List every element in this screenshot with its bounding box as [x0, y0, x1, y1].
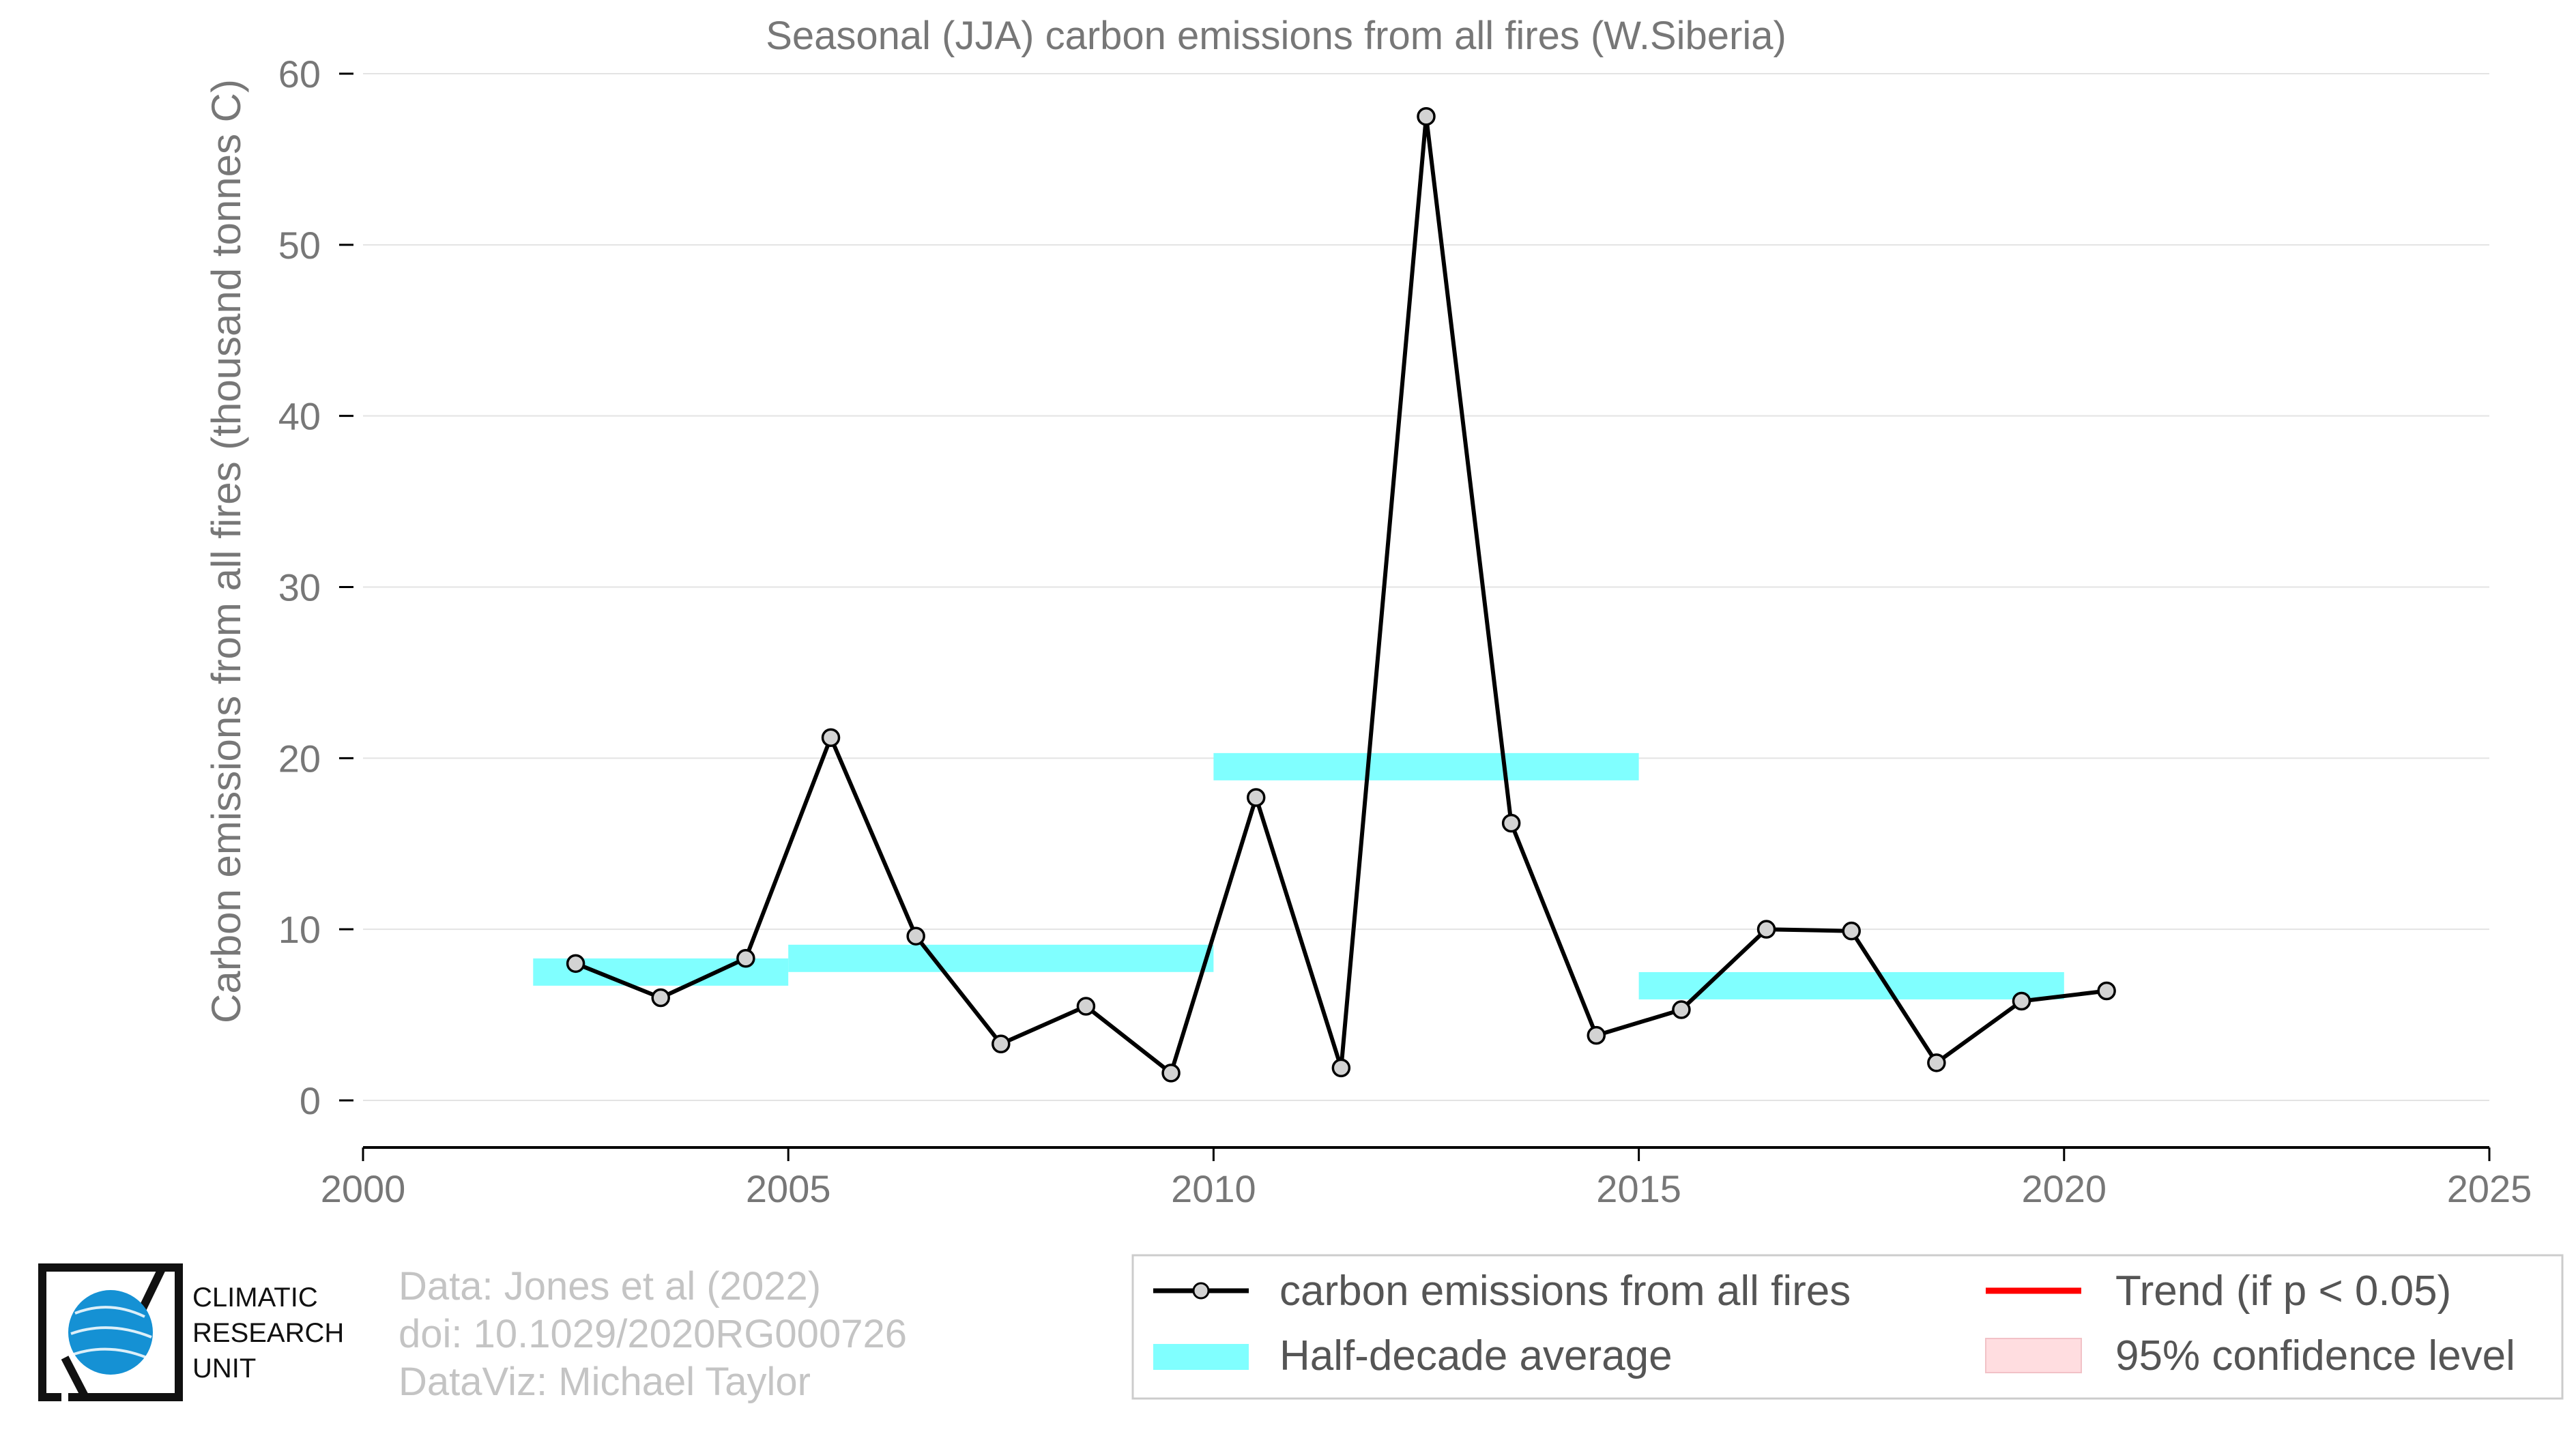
data-point-2 [736, 949, 755, 968]
data-point-8 [1246, 788, 1266, 807]
legend-frame [1131, 1254, 2564, 1400]
data-point-12 [1587, 1025, 1606, 1045]
y-tick-label-50: 50 [278, 224, 321, 267]
data-point-3 [821, 728, 841, 747]
y-tick-label-0: 0 [300, 1079, 321, 1122]
half-decade-band-2 [1213, 752, 1639, 780]
x-tick-label-2010: 2010 [1171, 1167, 1256, 1210]
y-tick-label-20: 20 [278, 737, 321, 780]
legend-label-confidence: 95% confidence level [2115, 1332, 2515, 1379]
half-decade-bands [533, 752, 2064, 999]
y-tick-label-30: 30 [278, 566, 321, 609]
data-point-15 [1842, 921, 1861, 941]
data-point-4 [906, 926, 925, 946]
credit-data-source: Data: Jones et al (2022) [399, 1264, 821, 1308]
legend-swatch-average [1153, 1344, 1249, 1370]
logo-line-3: UNIT [192, 1353, 256, 1384]
cru-logo: CLIMATIC RESEARCH UNIT [38, 1263, 344, 1401]
y-axis-label: Carbon emissions from all fires (thousan… [203, 79, 249, 1023]
data-point-11 [1501, 813, 1521, 833]
x-tick-label-2015: 2015 [1596, 1167, 1681, 1210]
y-tick-label-60: 60 [278, 53, 321, 96]
x-tick-label-2025: 2025 [2447, 1167, 2532, 1210]
data-point-18 [2097, 981, 2116, 1001]
data-point-9 [1331, 1058, 1351, 1078]
data-point-14 [1756, 920, 1776, 939]
chart-title: Seasonal (JJA) carbon emissions from all… [766, 14, 1786, 58]
data-point-17 [2012, 991, 2031, 1011]
grid-lines [363, 73, 2489, 1101]
half-decade-band-1 [788, 944, 1214, 972]
y-tick-label-10: 10 [278, 908, 321, 951]
data-point-1 [651, 988, 670, 1008]
data-point-13 [1672, 1000, 1691, 1019]
legend-marker-series [1192, 1282, 1210, 1300]
data-point-16 [1927, 1053, 1946, 1072]
legend-label-trend: Trend (if p < 0.05) [2115, 1268, 2451, 1315]
data-point-10 [1417, 106, 1436, 126]
x-tick-label-2000: 2000 [321, 1167, 406, 1210]
data-point-0 [566, 954, 585, 974]
logo-line-2: RESEARCH [192, 1318, 344, 1348]
legend-swatch-confidence [1985, 1338, 2082, 1373]
x-tick-label-2005: 2005 [746, 1167, 831, 1210]
logo-line-1: CLIMATIC [192, 1283, 318, 1313]
data-point-7 [1161, 1064, 1181, 1083]
x-tick-label-2020: 2020 [2022, 1167, 2107, 1210]
legend-label-average: Half-decade average [1279, 1332, 1673, 1379]
data-point-6 [1076, 997, 1096, 1016]
series-markers [566, 106, 2116, 1083]
credit-doi: doi: 10.1029/2020RG000726 [399, 1312, 907, 1356]
half-decade-band-3 [1638, 971, 2064, 999]
x-axis-ticks: 2000 2005 2010 2015 2020 2025 [321, 1147, 2532, 1210]
y-axis-ticks: 0 10 20 30 40 50 60 [278, 53, 353, 1122]
legend: carbon emissions from all fires Trend (i… [1131, 1254, 2564, 1400]
credit-dataviz: DataViz: Michael Taylor [399, 1360, 811, 1404]
legend-label-series: carbon emissions from all fires [1279, 1268, 1851, 1315]
data-point-5 [992, 1034, 1011, 1053]
y-tick-label-40: 40 [278, 395, 321, 438]
